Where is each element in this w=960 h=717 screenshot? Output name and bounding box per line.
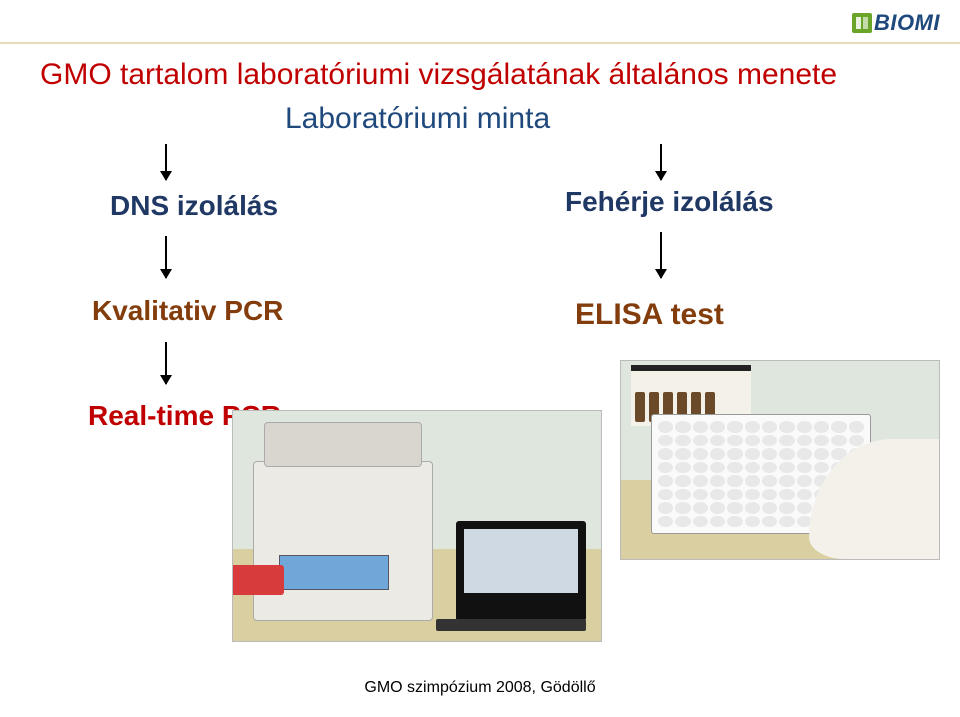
arrow-dns_isolation-to-qualitative_pcr [165, 236, 167, 278]
node-dns-isolation: DNS izolálás [110, 190, 278, 222]
node-qualitative-pcr: Kvalitativ PCR [92, 295, 283, 327]
logo: BIOMI [852, 10, 940, 36]
arrow-qualitative_pcr-to-realtime_pcr [165, 342, 167, 384]
arrow-lab_sample-to-dns_isolation [165, 144, 167, 180]
node-elisa-test: ELISA test [575, 298, 724, 332]
arrow-protein_isolation-to-elisa_test [660, 232, 662, 278]
header-divider [0, 42, 960, 44]
node-lab-sample: Laboratóriumi minta [285, 102, 550, 136]
logo-mark-icon [852, 13, 872, 33]
logo-text: BIOMI [874, 10, 940, 36]
slide-title: GMO tartalom laboratóriumi vizsgálatának… [40, 58, 837, 92]
photo-pcr-instrument [232, 410, 602, 642]
photo-elisa-plate [620, 360, 940, 560]
footer-text: GMO szimpózium 2008, Gödöllő [0, 679, 960, 697]
slide: BIOMI GMO tartalom laboratóriumi vizsgál… [0, 0, 960, 717]
arrow-lab_sample-to-protein_isolation [660, 144, 662, 180]
node-protein-isolation: Fehérje izolálás [565, 186, 774, 218]
